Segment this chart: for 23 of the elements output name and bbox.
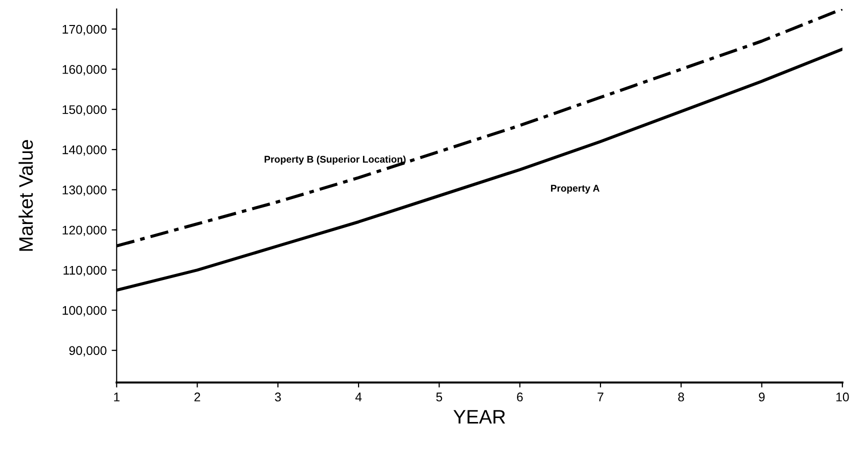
y-tick-label: 160,000 (62, 65, 106, 76)
y-axis-title: Market Value (18, 140, 33, 251)
x-tick-label: 5 (436, 392, 442, 402)
y-tick-label: 100,000 (62, 306, 106, 316)
y-tick-label: 140,000 (62, 145, 106, 156)
y-tick-label: 90,000 (69, 346, 106, 356)
y-tick-label: 110,000 (64, 266, 106, 276)
y-tick-label: 120,000 (62, 226, 106, 236)
series-label: Property B (Superior Location) (264, 156, 406, 165)
x-axis-title: YEAR (453, 410, 506, 424)
x-tick-label: 7 (598, 392, 604, 402)
y-tick-label: 170,000 (62, 24, 106, 36)
text: Property A (551, 184, 600, 194)
x-tick-label: 9 (758, 392, 765, 402)
x-tick-label: 10 (836, 392, 849, 402)
x-tick-label: 2 (194, 392, 200, 402)
y-tick-label: 150,000 (62, 105, 106, 116)
x-tick-label: 6 (517, 392, 523, 402)
x-tick-label: 4 (355, 392, 362, 402)
y-tick-label: 130,000 (62, 186, 106, 196)
x-tick-label: 3 (274, 392, 281, 402)
x-tick-label: 8 (678, 392, 684, 402)
x-tick-label: 1 (114, 392, 120, 402)
